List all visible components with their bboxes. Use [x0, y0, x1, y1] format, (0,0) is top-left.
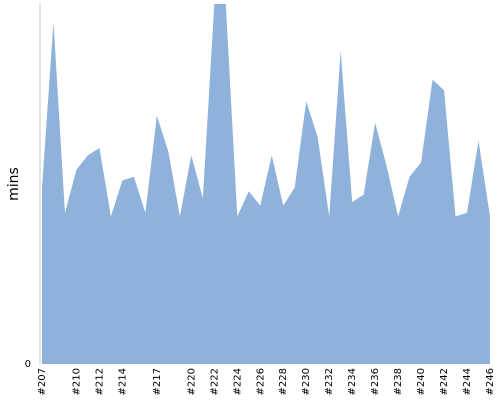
x-tick-group: #207 #210 #212 #214 #217 #220 #222 #224 #226 #228… [37, 368, 496, 395]
x-tick-label: #217 [152, 368, 163, 395]
x-tick-label: #236 [370, 368, 381, 395]
y-tick-label: 0 [25, 359, 31, 370]
x-tick-label: #210 [71, 368, 82, 395]
x-tick-label: #238 [393, 368, 404, 395]
x-tick-label: #228 [278, 368, 289, 395]
x-tick-label: #242 [439, 368, 450, 395]
x-tick-label: #220 [186, 368, 197, 395]
x-tick-label: #222 [209, 368, 220, 395]
x-tick-label: #234 [347, 368, 358, 395]
x-tick-label: #244 [462, 368, 473, 395]
x-tick-label: #226 [255, 368, 266, 395]
x-tick-label: #232 [324, 368, 335, 395]
x-tick-label: #240 [416, 368, 427, 395]
area-layer [42, 4, 490, 364]
series-area [42, 4, 490, 364]
y-axis-label: mins [6, 167, 22, 201]
x-tick-label: #224 [232, 368, 243, 395]
x-tick-label: #212 [94, 368, 105, 395]
x-tick-label: #246 [485, 368, 496, 395]
x-tick-label: #230 [301, 368, 312, 395]
x-tick-label: #214 [117, 368, 128, 395]
x-tick-label: #207 [37, 368, 48, 395]
y-tick-group: 0 [25, 359, 31, 370]
